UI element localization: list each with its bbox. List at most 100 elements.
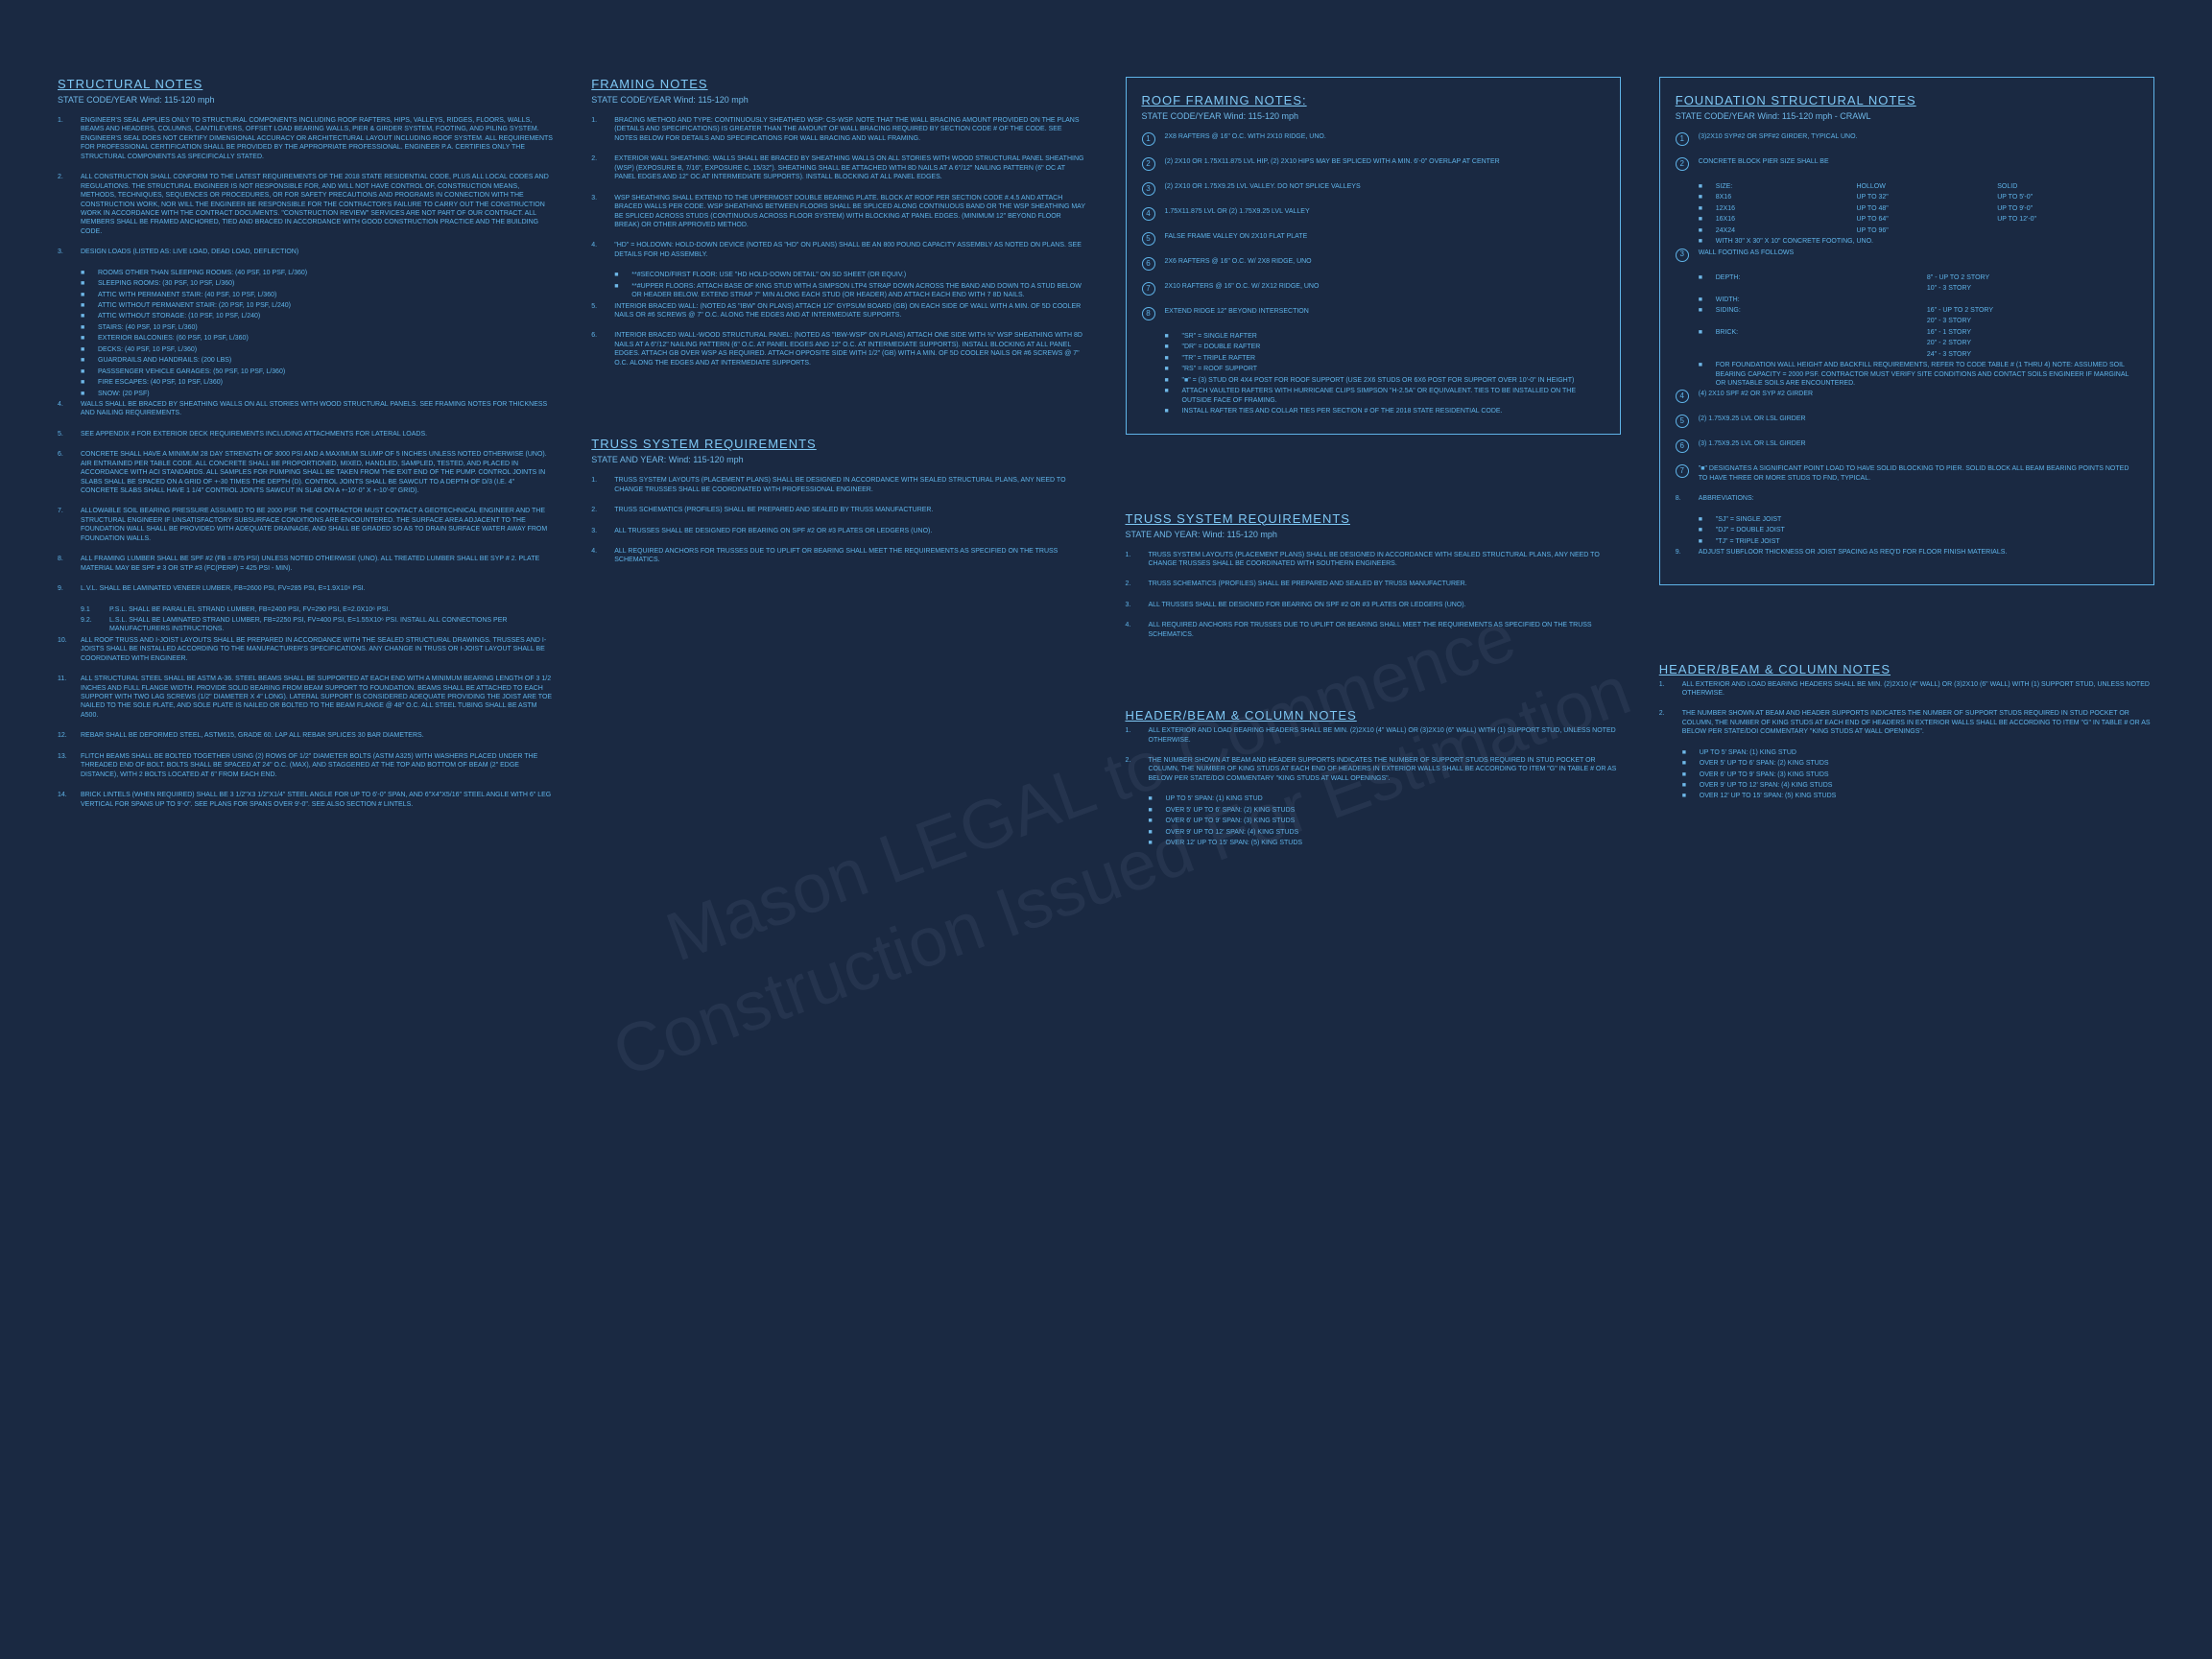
note-item: 2Concrete block pier size shall be xyxy=(1676,157,2138,171)
bullet-text: Install rafter ties and collar ties per … xyxy=(1182,407,1605,415)
note-item: 3.WSP sheathing shall extend to the uppe… xyxy=(591,194,1086,230)
note-number: 5 xyxy=(1676,415,1699,428)
note-item: 2(2) 2x10 or 1.75x11.875 LVL hip, (2) 2x… xyxy=(1142,157,1605,171)
bullet-item: ■Up to 5' span: (1) king stud xyxy=(1682,748,2154,757)
bullet-item: ■Attic with permanent stair: (40 psf, 10… xyxy=(81,291,553,299)
bullet-item: ■Over 12' up to 15' span: (5) king studs xyxy=(1149,839,1621,847)
note-number: 4 xyxy=(1676,390,1699,403)
note-number: 2. xyxy=(1126,756,1149,783)
truss2-title: TRUSS SYSTEM REQUIREMENTS xyxy=(1126,511,1621,526)
bullet-mark: ■ xyxy=(1165,343,1182,351)
note-text: Walls shall be braced by sheathing walls… xyxy=(81,400,553,418)
note-item: 3Wall footing as follows xyxy=(1676,249,2138,262)
bullet-mark: ■ xyxy=(81,312,98,320)
note-number: 5. xyxy=(591,302,614,320)
note-number: 2 xyxy=(1676,157,1699,171)
bullet-text: Over 5' up to 6' span: (2) king studs xyxy=(1700,759,2154,768)
note-number: 5 xyxy=(1142,232,1165,246)
bullet-mark: ■ xyxy=(81,334,98,343)
hb-king-studs: ■Up to 5' span: (1) king stud■Over 5' up… xyxy=(1149,794,1621,847)
note-text: 2x10 rafters @ 16" o.c. w/ 2x12 ridge, U… xyxy=(1165,282,1605,296)
note-text: Brick lintels (when required) shall be 3… xyxy=(81,791,553,809)
note-text: Exterior wall sheathing: walls shall be … xyxy=(614,154,1086,181)
note-text: Interior braced wall: (noted as "IBW" on… xyxy=(614,302,1086,320)
note-text: Wall footing as follows xyxy=(1699,249,2138,262)
note-item: 1.Bracing method and type: continuously … xyxy=(591,116,1086,143)
note-item: 6.Concrete shall have a minimum 28 day s… xyxy=(58,450,553,495)
bullet-mark: ■ xyxy=(81,323,98,332)
note-item: 6(3) 1.75x9.25 LVL or LSL girder xyxy=(1676,439,2138,453)
note-number: 1. xyxy=(1659,680,1682,699)
note-item: 6.Interior braced wall-wood structural p… xyxy=(591,331,1086,367)
bullet-mark: ■ xyxy=(614,282,631,300)
bullet-text: **#upper floors: attach base of king stu… xyxy=(631,282,1086,300)
bullet-mark: ■ xyxy=(614,271,631,279)
note-text: Interior braced wall-wood structural pan… xyxy=(614,331,1086,367)
bullet-text: Snow: (20 psf) xyxy=(98,390,553,398)
bullet-mark: ■ xyxy=(81,269,98,277)
note-number: 3. xyxy=(591,194,614,230)
note-item: 13.Flitch beams shall be bolted together… xyxy=(58,752,553,779)
note-text: All exterior and load bearing headers sh… xyxy=(1149,726,1621,745)
note-number: 2. xyxy=(1659,709,1682,736)
hb2-king-studs: ■Up to 5' span: (1) king stud ■Over 5' up… xyxy=(1682,748,2154,801)
bullet-item: ■Passsenger vehicle garages: (50 psf, 10… xyxy=(81,367,553,376)
note-text: False frame valley on 2x10 flat plate xyxy=(1165,232,1605,246)
note-text: 2x6 rafters @ 16" o.c. w/ 2x8 ridge, UNO xyxy=(1165,257,1605,271)
note-number: 7 xyxy=(1676,464,1699,483)
note-text: All trusses shall be designed for bearin… xyxy=(614,527,1086,535)
truss-title: TRUSS SYSTEM REQUIREMENTS xyxy=(591,437,1086,451)
truss-list: 1.Truss system layouts (placement plans)… xyxy=(591,476,1086,565)
bullet-text: "SJ" = single joist xyxy=(1716,515,2138,524)
bullet-item: ■Exterior balconies: (60 psf, 10 psf, L/… xyxy=(81,334,553,343)
found-list: 1(3)2x10 SYP#2 or SPF#2 girder, typical … xyxy=(1676,132,2138,557)
truss-req2-section: TRUSS SYSTEM REQUIREMENTS STATE AND YEAR… xyxy=(1126,511,1621,652)
bullet-item: ■Over 6' up to 9' span: (3) king studs xyxy=(1682,770,2154,779)
bullet-text: Over 5' up to 6' span: (2) king studs xyxy=(1166,806,1621,815)
bullet-item: ■Over 5' up to 6' span: (2) king studs xyxy=(1149,806,1621,815)
note-item: 4.All required anchors for trusses due t… xyxy=(1126,621,1621,639)
column-2: FRAMING NOTES STATE CODE/YEAR Wind: 115-… xyxy=(591,77,1086,850)
bullet-item: ■Decks: (40 psf, 10 psf, L/360) xyxy=(81,345,553,354)
note-text: Adjust subfloor thickness or joist spaci… xyxy=(1699,548,2138,557)
note-text: L.V.L. shall be laminated veneer lumber,… xyxy=(81,584,553,593)
bullet-text: Over 12' up to 15' span: (5) king studs xyxy=(1700,792,2154,800)
note-number: 5. xyxy=(58,430,81,438)
note-number: 4. xyxy=(591,547,614,565)
note-item: 4(4) 2x10 SPF #2 or SYP #2 girder xyxy=(1676,390,2138,403)
note-text: (3)2x10 SYP#2 or SPF#2 girder, typical U… xyxy=(1699,132,2138,146)
note-item: 2.All construction shall conform to the … xyxy=(58,173,553,236)
note-item: 1(3)2x10 SYP#2 or SPF#2 girder, typical … xyxy=(1676,132,2138,146)
note-number: 1. xyxy=(1126,726,1149,745)
note-text: All trusses shall be designed for bearin… xyxy=(1149,601,1621,609)
note-number: 2. xyxy=(58,173,81,236)
column-3: ROOF FRAMING NOTES: STATE CODE/YEAR Wind… xyxy=(1126,77,1621,850)
note-text: All roof truss and I-joist layouts shall… xyxy=(81,636,553,663)
bullet-item: ■Stairs: (40 psf, 10 psf, L/360) xyxy=(81,323,553,332)
note-number: 3 xyxy=(1142,182,1165,196)
note-text: Allowable soil bearing pressure assumed … xyxy=(81,507,553,543)
bullet-item: ■"TR" = triple rafter xyxy=(1165,354,1605,363)
roof-sub: STATE CODE/YEAR Wind: 115-120 mph xyxy=(1142,111,1605,121)
note-text: (2) 1.75x9.25 LVL or LSL girder xyxy=(1699,415,2138,428)
found-sub: STATE CODE/YEAR Wind: 115-120 mph - CRAW… xyxy=(1676,111,2138,121)
note-text: All construction shall conform to the la… xyxy=(81,173,553,236)
note-text: All exterior and load bearing headers sh… xyxy=(1682,680,2154,699)
note-item: 2.Exterior wall sheathing: walls shall b… xyxy=(591,154,1086,181)
bullet-mark: ■ xyxy=(1682,759,1700,768)
note-number: 2 xyxy=(1142,157,1165,171)
foundation-box: FOUNDATION STRUCTURAL NOTES STATE CODE/Y… xyxy=(1659,77,2154,585)
note-text: Truss system layouts (placement plans) s… xyxy=(1149,551,1621,569)
bullet-item: ■Rooms other than sleeping rooms: (40 ps… xyxy=(81,269,553,277)
bullet-mark: ■ xyxy=(1165,407,1182,415)
hb2-list: 1.All exterior and load bearing headers … xyxy=(1659,680,2154,737)
bullet-text: "SR" = single rafter xyxy=(1182,332,1605,341)
bullet-mark: ■ xyxy=(1165,365,1182,373)
bullet-mark: ■ xyxy=(81,378,98,387)
bullet-text: Decks: (40 psf, 10 psf, L/360) xyxy=(98,345,553,354)
bullet-text: For foundation wall height and backfill … xyxy=(1716,361,2138,388)
note-text: All framing lumber shall be SPF #2 (Fb =… xyxy=(81,555,553,573)
note-item: 14.Brick lintels (when required) shall b… xyxy=(58,791,553,809)
bullet-item: ■Over 9' up to 12' span: (4) king studs xyxy=(1682,781,2154,790)
bullet-text: Attic without permanent stair: (20 psf, … xyxy=(98,301,553,310)
